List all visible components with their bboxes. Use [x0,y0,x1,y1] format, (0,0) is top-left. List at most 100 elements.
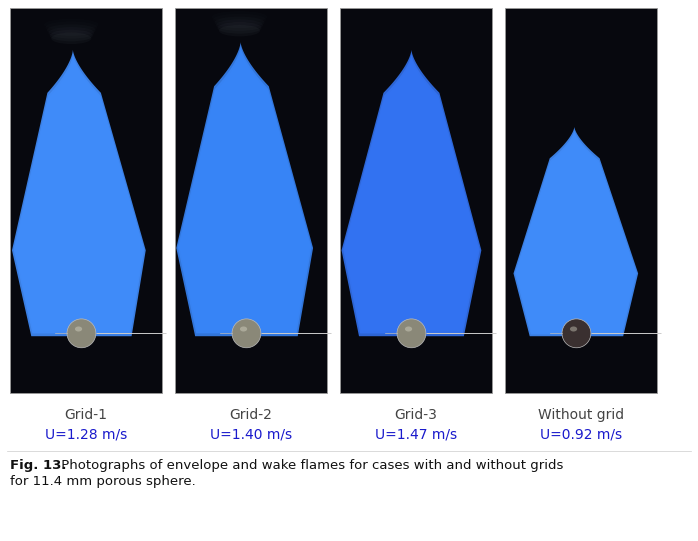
Polygon shape [216,135,276,264]
Polygon shape [31,94,128,303]
Polygon shape [392,167,431,247]
Polygon shape [191,76,299,311]
Polygon shape [559,219,594,278]
Polygon shape [208,117,283,279]
Polygon shape [56,152,105,258]
Polygon shape [211,124,280,273]
Polygon shape [192,80,298,307]
Polygon shape [533,167,618,311]
Polygon shape [189,72,301,313]
Polygon shape [193,83,297,305]
Polygon shape [75,196,88,225]
Polygon shape [235,180,258,229]
Polygon shape [354,79,469,314]
Polygon shape [187,68,302,316]
Polygon shape [345,57,478,331]
Polygon shape [389,160,434,253]
Polygon shape [341,50,482,336]
Polygon shape [12,50,146,336]
Polygon shape [183,57,307,325]
Polygon shape [43,123,117,280]
Polygon shape [404,196,418,225]
Polygon shape [403,193,420,228]
Polygon shape [522,144,630,325]
Polygon shape [195,87,295,302]
Bar [505,8,657,393]
Polygon shape [364,101,459,297]
Text: Grid-2: Grid-2 [230,408,272,422]
Polygon shape [398,181,424,236]
Polygon shape [228,166,264,241]
Polygon shape [395,174,428,241]
Text: U=0.92 m/s: U=0.92 m/s [540,428,622,442]
Polygon shape [26,83,133,311]
Polygon shape [379,137,444,269]
Polygon shape [558,216,595,279]
Polygon shape [400,185,423,233]
Polygon shape [61,163,101,250]
Polygon shape [36,105,124,294]
Polygon shape [29,90,130,306]
Polygon shape [369,112,454,289]
Polygon shape [238,188,255,224]
Polygon shape [373,123,450,280]
Text: U=1.28 m/s: U=1.28 m/s [45,428,127,442]
Polygon shape [221,147,271,255]
Polygon shape [64,170,98,244]
Text: Grid-1: Grid-1 [64,408,107,422]
Polygon shape [348,64,475,325]
Polygon shape [57,156,104,255]
Polygon shape [13,54,144,333]
Polygon shape [565,230,588,270]
Polygon shape [236,184,256,227]
Polygon shape [542,184,610,300]
Polygon shape [70,185,92,233]
Polygon shape [73,193,89,228]
Polygon shape [553,207,600,285]
Polygon shape [232,173,260,235]
Polygon shape [517,133,635,333]
Polygon shape [67,178,95,239]
Polygon shape [519,138,632,329]
Polygon shape [560,222,593,276]
Polygon shape [225,158,267,247]
Bar [340,8,492,393]
Polygon shape [32,97,127,300]
Circle shape [232,319,261,348]
Polygon shape [394,170,429,244]
Polygon shape [203,105,288,287]
Polygon shape [532,164,620,312]
Polygon shape [384,149,439,261]
Polygon shape [537,176,614,305]
Polygon shape [569,239,584,265]
Polygon shape [34,101,126,297]
Polygon shape [209,121,281,276]
Polygon shape [23,75,135,316]
Polygon shape [346,61,477,328]
Polygon shape [18,64,140,325]
Polygon shape [40,116,119,286]
Polygon shape [213,128,279,270]
Polygon shape [556,213,597,281]
Polygon shape [20,68,138,322]
Polygon shape [357,87,466,308]
Polygon shape [390,163,433,250]
Polygon shape [46,130,114,275]
Polygon shape [177,42,313,336]
Text: U=1.40 m/s: U=1.40 m/s [210,428,292,442]
Polygon shape [181,54,309,327]
Polygon shape [546,193,606,294]
Text: Without grid: Without grid [538,408,624,422]
Polygon shape [227,162,265,244]
Bar [10,8,162,393]
Ellipse shape [75,326,82,332]
Polygon shape [68,181,94,236]
Text: Photographs of envelope and wake flames for cases with and without grids: Photographs of envelope and wake flames … [57,459,563,472]
Polygon shape [17,61,142,328]
Polygon shape [401,189,422,230]
Polygon shape [178,46,311,333]
Text: Grid-3: Grid-3 [394,408,438,422]
Polygon shape [62,167,99,247]
Polygon shape [50,137,111,269]
Text: U=1.47 m/s: U=1.47 m/s [375,428,457,442]
